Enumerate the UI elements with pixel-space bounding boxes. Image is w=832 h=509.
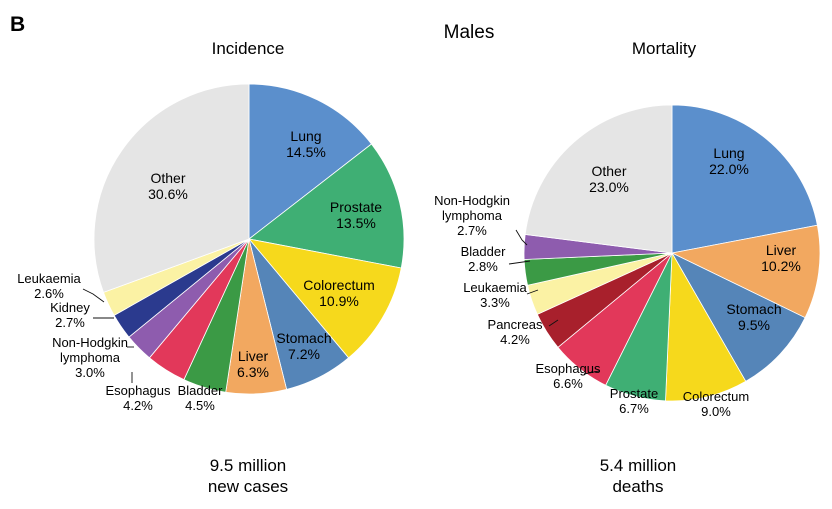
incidence-chart: Incidence Lung 14.5% Prostate 13.5% Colorect… — [17, 39, 405, 496]
mortality-slice-liver — [670, 224, 821, 319]
mortality-leader-esophagus — [583, 370, 600, 375]
mortality-slice-other — [524, 104, 673, 254]
mortality-caption-line2: deaths — [612, 477, 663, 496]
incidence-label-prostate: Prostate 13.5% — [330, 199, 382, 231]
incidence-label-esophagus: Esophagus 4.2% — [105, 383, 171, 413]
mortality-leader-pancreas — [548, 319, 559, 327]
mortality-label-other: Other 23.0% — [589, 163, 629, 195]
incidence-label-non-hodgkin-lymphoma: Non-Hodgkin lymphoma 3.0% — [52, 335, 128, 380]
mortality-label-prostate: Prostate 6.7% — [610, 386, 658, 416]
mortality-slice-stomach — [671, 252, 806, 382]
figure-title: Males — [444, 22, 495, 43]
incidence-label-stomach: Stomach 7.2% — [276, 330, 331, 362]
incidence-label-leukaemia: Leukaemia 2.6% — [17, 271, 81, 301]
mortality-leader-leukaemia — [526, 289, 539, 295]
mortality-slice-colorectum — [665, 251, 747, 402]
incidence-label-other: Other 30.6% — [148, 170, 188, 202]
mortality-label-leukaemia: Leukaemia 3.3% — [463, 280, 527, 310]
mortality-label-colorectum: Colorectum 9.0% — [683, 389, 749, 419]
mortality-label-liver: Liver 10.2% — [761, 242, 801, 274]
incidence-pie: Lung 14.5% Prostate 13.5% Colorectum 10.9% Sto… — [17, 83, 405, 413]
mortality-label-esophagus: Esophagus 6.6% — [535, 361, 601, 391]
incidence-label-colorectum: Colorectum 10.9% — [303, 277, 375, 309]
mortality-label-bladder: Bladder 2.8% — [461, 244, 506, 274]
mortality-caption-line1: 5.4 million — [600, 456, 677, 475]
mortality-label-pancreas: Pancreas 4.2% — [488, 317, 543, 347]
mortality-label-stomach: Stomach 9.5% — [726, 301, 781, 333]
incidence-label-liver: Liver 6.3% — [237, 348, 269, 380]
incidence-slice-other — [93, 83, 250, 293]
mortality-pie: Lung 22.0% Liver 10.2% Stomach 9.5% Colorectum… — [434, 104, 821, 419]
mortality-leader-bladder — [508, 260, 531, 265]
incidence-slice-colorectum — [247, 238, 402, 359]
mortality-leader-non-hodgkin-lymphoma — [515, 229, 528, 246]
incidence-label-lung: Lung 14.5% — [286, 128, 326, 160]
incidence-caption-line2: new cases — [208, 477, 288, 496]
mortality-slice-lung — [671, 104, 818, 254]
mortality-chart: Mortality Lung 22.0% Liver 10.2% Stomach 9.5%… — [434, 39, 821, 496]
incidence-title: Incidence — [212, 39, 285, 58]
incidence-slice-prostate — [248, 143, 405, 269]
incidence-label-kidney: Kidney 2.7% — [50, 300, 90, 330]
incidence-label-bladder: Bladder 4.5% — [178, 383, 223, 413]
incidence-caption-line1: 9.5 million — [210, 456, 287, 475]
mortality-label-lung: Lung 22.0% — [709, 145, 749, 177]
incidence-slice-lung — [248, 83, 373, 240]
mortality-label-non-hodgkin-lymphoma: Non-Hodgkin lymphoma 2.7% — [434, 193, 510, 238]
incidence-leader-leukaemia — [82, 288, 105, 303]
panel-letter: B — [10, 13, 25, 36]
mortality-title: Mortality — [632, 39, 697, 58]
